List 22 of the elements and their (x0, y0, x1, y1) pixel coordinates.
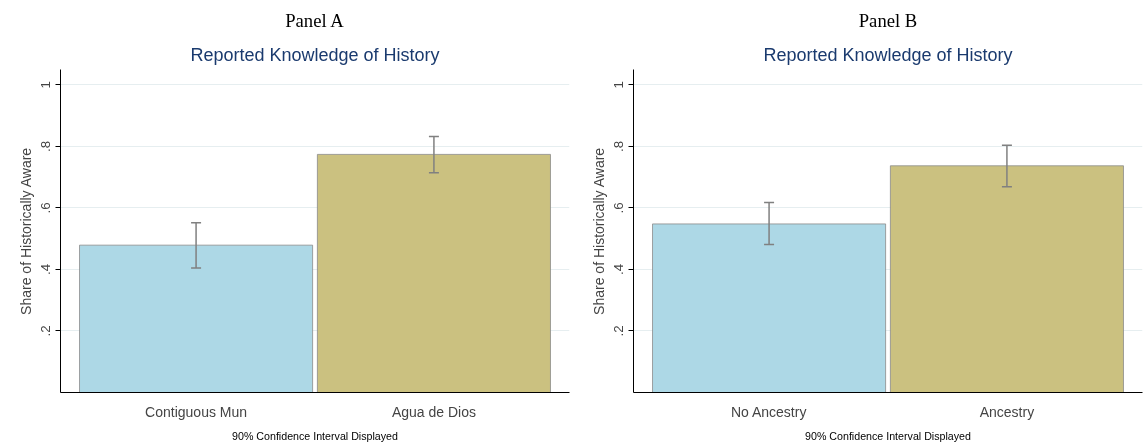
x-tick-label: No Ancestry (730, 403, 807, 420)
y-tick-label: .8 (611, 140, 627, 152)
y-tick-label: .4 (38, 263, 54, 276)
y-tick-label: .8 (38, 140, 54, 152)
text: 90% Confidence Interval Displayed (805, 429, 971, 442)
x-tick-label: Contiguous Mun (145, 403, 248, 420)
y-tick-label: .6 (611, 202, 627, 214)
y-tick-label: .6 (38, 202, 54, 214)
chart-subtitle: Reported Knowledge of History (190, 44, 440, 65)
y-tick-label: .2 (611, 325, 627, 337)
y-axis-title: Share of Historically Aware (17, 147, 34, 315)
chart-subtitle: Reported Knowledge of History (763, 44, 1013, 65)
chart-title: Panel A (285, 9, 345, 31)
chart-title: Panel B (858, 9, 918, 31)
x-tick-label: Agua de Dios (391, 403, 476, 420)
y-tick-label: 1 (611, 81, 627, 89)
x-tick-label: Ancestry (979, 403, 1035, 420)
y-tick-label: 1 (38, 81, 54, 89)
y-tick-label: .2 (38, 325, 54, 337)
y-axis-title: Share of Historically Aware (590, 147, 607, 315)
y-tick-label: .4 (611, 263, 627, 276)
text: 90% Confidence Interval Displayed (232, 429, 398, 442)
